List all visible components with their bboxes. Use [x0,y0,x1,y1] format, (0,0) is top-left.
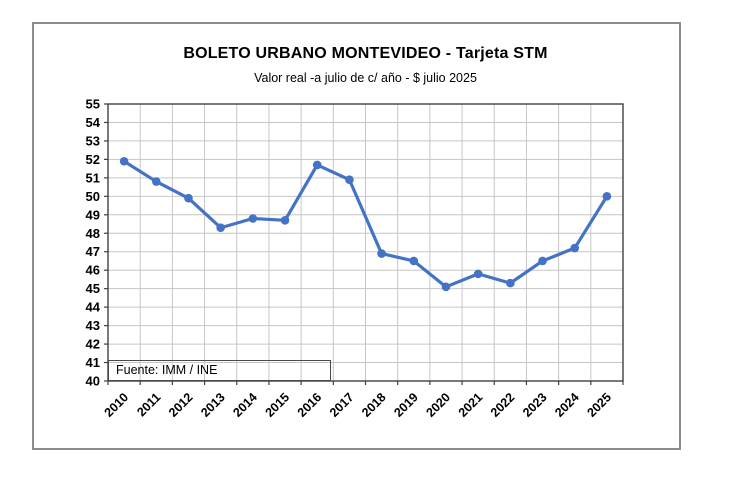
y-axis-label: 48 [86,226,100,241]
y-axis-label: 42 [86,337,100,352]
data-point [216,223,225,233]
data-point [312,160,322,170]
y-axis-label: 49 [86,207,100,222]
data-point [119,156,129,166]
data-point [538,256,547,266]
y-axis-label: 40 [86,374,100,389]
y-axis-label: 51 [86,170,100,185]
y-axis-label: 45 [86,281,100,296]
data-point [473,269,483,279]
x-axis-label: 2013 [198,390,228,420]
x-axis-label: 2024 [552,390,582,420]
plot-svg: 40 41 42 43 44 45 46 47 48 49 50 51 52 53 54 55 2010 2011… [86,97,624,420]
data-point [377,249,386,258]
x-axis-label: 2019 [391,390,421,420]
x-axis-label: 2011 [134,390,163,419]
y-axis-label: 46 [86,263,100,278]
data-point [151,177,161,186]
series-line [122,159,609,289]
source-note-box: Fuente: IMM / INE [108,360,331,381]
x-axis-label: 2023 [520,390,550,420]
data-point [248,214,258,223]
y-axis-label: 52 [86,152,100,167]
y-axis-label: 55 [86,97,100,112]
chart-frame: 40 41 42 43 44 45 46 47 48 49 50 51 52 53 54 55 2010 2011… [32,22,681,450]
data-point [506,278,515,288]
x-axis-label: 2020 [424,390,454,420]
x-axis-label: 2022 [488,390,518,420]
y-axis-label: 41 [86,355,100,370]
data-point [345,175,354,185]
x-axis-label: 2014 [230,390,260,420]
x-axis-label: 2025 [584,390,614,420]
chart-subtitle: Valor real -a julio de c/ año - $ julio … [254,71,477,85]
x-axis-label: 2015 [263,390,293,420]
y-axis-label: 53 [86,133,100,148]
source-note-text: Fuente: IMM / INE [116,363,218,377]
data-point [602,192,612,201]
x-axis-label: 2021 [456,390,486,420]
x-axis-label: 2016 [295,390,325,420]
y-axis-label: 50 [86,189,100,204]
x-axis-label: 2010 [102,390,132,420]
y-axis-label: 44 [86,300,101,315]
chart-title: BOLETO URBANO MONTEVIDEO - Tarjeta STM [183,45,548,62]
data-point [570,243,580,253]
data-point [441,282,451,292]
y-axis-label: 47 [86,244,100,259]
y-axis-label: 54 [86,115,101,130]
data-point [280,216,290,225]
data-point [184,193,193,203]
x-axis-label: 2012 [166,390,196,420]
x-axis-label: 2018 [359,390,389,420]
x-axis-label: 2017 [327,390,357,420]
y-axis-label: 43 [86,318,100,333]
data-point [409,256,419,266]
